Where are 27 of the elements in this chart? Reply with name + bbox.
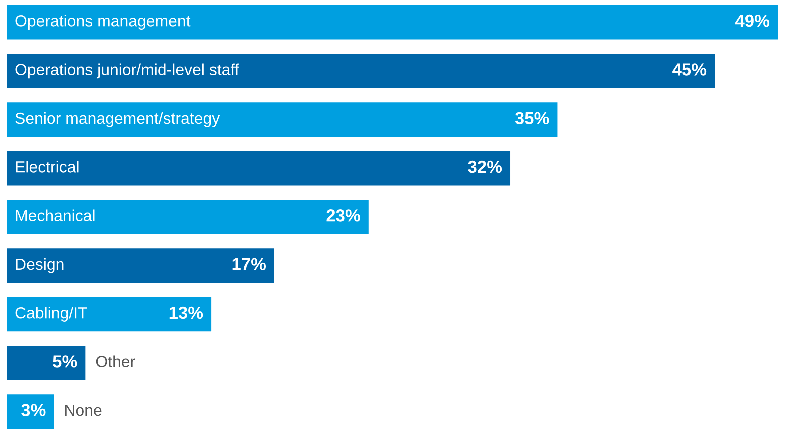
bar [7, 346, 86, 380]
y-tick-label: None [66, 404, 102, 416]
data-label: 32% [468, 160, 502, 174]
bar [7, 5, 778, 40]
bar [7, 102, 558, 138]
y-tick-label: Electrical [16, 161, 79, 173]
data-label: 45% [672, 64, 707, 76]
y-tick-label: Cabling/IT [16, 307, 88, 322]
data-label: 49% [736, 14, 770, 28]
bar [7, 394, 54, 429]
bar [7, 54, 716, 88]
y-tick-label: Mechanical [16, 210, 95, 222]
bar [7, 200, 369, 234]
y-tick-label: Senior management/strategy [16, 112, 220, 128]
y-tick-label: Operations management [16, 15, 191, 30]
bar [7, 151, 511, 186]
data-label: 13% [170, 306, 204, 320]
bar [7, 297, 212, 332]
data-label: 23% [326, 210, 360, 222]
bar [7, 248, 274, 284]
y-tick-label: Other [96, 356, 136, 368]
data-label: 35% [515, 112, 550, 125]
y-tick-label: Design [16, 258, 64, 274]
y-tick-label: Operations junior/mid-level staff [16, 64, 240, 79]
data-label: 5% [53, 356, 78, 368]
data-label: 3% [22, 404, 46, 417]
data-label: 17% [232, 258, 266, 270]
